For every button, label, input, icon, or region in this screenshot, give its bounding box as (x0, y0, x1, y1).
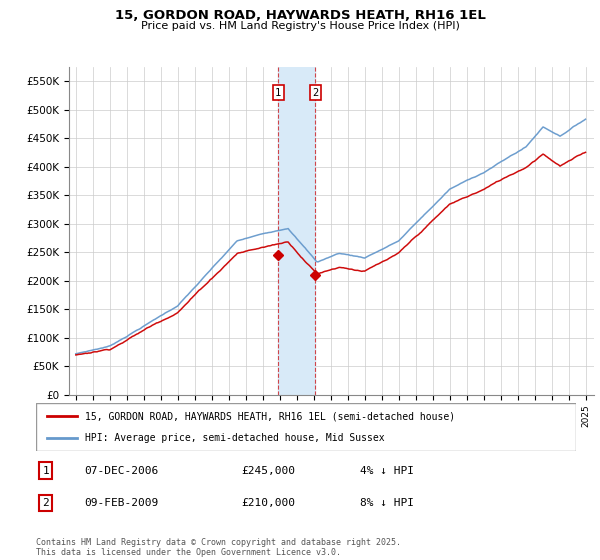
Text: 1: 1 (43, 465, 49, 475)
Text: HPI: Average price, semi-detached house, Mid Sussex: HPI: Average price, semi-detached house,… (85, 433, 384, 443)
Text: Contains HM Land Registry data © Crown copyright and database right 2025.
This d: Contains HM Land Registry data © Crown c… (36, 538, 401, 557)
Text: 2: 2 (312, 88, 319, 98)
Bar (278, 67, 316, 395)
Text: 15, GORDON ROAD, HAYWARDS HEATH, RH16 1EL: 15, GORDON ROAD, HAYWARDS HEATH, RH16 1E… (115, 9, 485, 22)
Text: 8% ↓ HPI: 8% ↓ HPI (360, 498, 414, 508)
Text: 2: 2 (43, 498, 49, 508)
Text: 09-FEB-2009: 09-FEB-2009 (85, 498, 159, 508)
Text: £245,000: £245,000 (241, 465, 295, 475)
Text: 1: 1 (275, 88, 281, 98)
Text: 15, GORDON ROAD, HAYWARDS HEATH, RH16 1EL (semi-detached house): 15, GORDON ROAD, HAYWARDS HEATH, RH16 1E… (85, 411, 455, 421)
Text: 07-DEC-2006: 07-DEC-2006 (85, 465, 159, 475)
Text: 4% ↓ HPI: 4% ↓ HPI (360, 465, 414, 475)
Text: Price paid vs. HM Land Registry's House Price Index (HPI): Price paid vs. HM Land Registry's House … (140, 21, 460, 31)
Text: £210,000: £210,000 (241, 498, 295, 508)
